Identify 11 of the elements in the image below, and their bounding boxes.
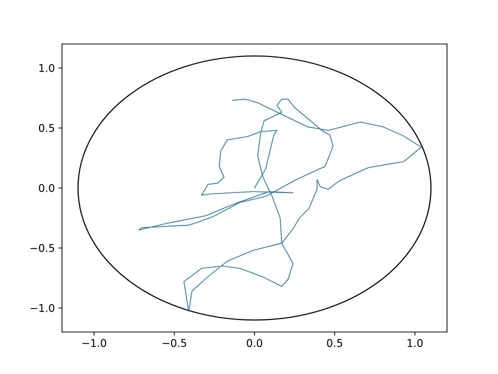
- x-tick-label: −0.5: [162, 339, 186, 347]
- y-tick-label: 0.0: [38, 184, 54, 192]
- x-tick-label: 0.0: [246, 339, 262, 347]
- y-tick-label: −1.0: [30, 304, 54, 312]
- x-tick-label: 1.0: [408, 339, 423, 347]
- x-tick-label: 0.5: [327, 339, 342, 347]
- x-tick-label: −1.0: [82, 339, 106, 347]
- y-tick-label: 1.0: [39, 64, 54, 72]
- line-series: [138, 98, 422, 312]
- y-tick-label: −0.5: [30, 244, 54, 252]
- y-tick-label: 0.5: [38, 124, 54, 132]
